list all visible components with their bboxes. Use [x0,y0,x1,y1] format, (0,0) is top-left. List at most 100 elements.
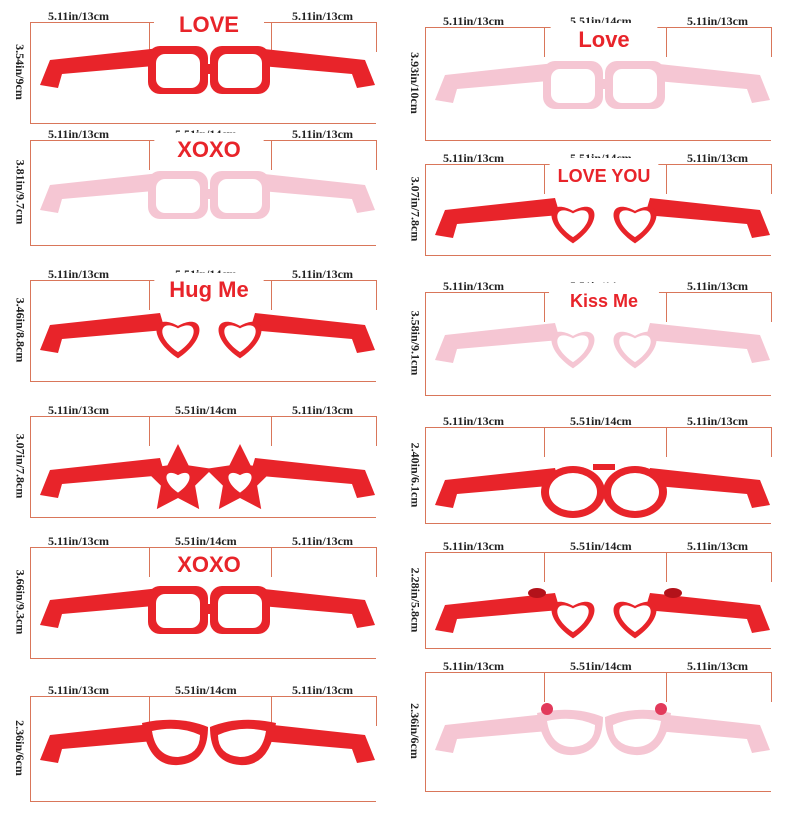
section-divider [771,427,772,457]
right-heart-lens [228,472,252,493]
left-temple-arm [40,588,165,628]
section-divider [666,27,667,57]
width-dimension-label: 5.11in/13cm [687,14,749,28]
right-flower-icon [655,703,667,715]
dimension-frame [30,547,377,659]
glasses-illustration: Love [435,23,770,109]
section-divider [771,27,772,57]
topper-plate [549,23,659,57]
left-temple-arm [40,313,165,353]
section-divider [271,140,272,170]
left-temple-arm [435,593,560,633]
section-divider [544,672,545,702]
left-heart-lens [557,210,589,238]
width-dimension-label: 5.51in/14cm [175,403,237,417]
dimension-frame [30,416,377,518]
topper-text: LOVE YOU [558,166,651,186]
dimension-frame [425,552,772,649]
left-temple-arm [40,723,165,763]
left-lens [156,594,200,628]
left-lens [156,179,200,213]
section-divider [376,280,377,310]
section-divider [149,280,150,310]
section-divider [376,140,377,170]
section-divider [376,22,377,52]
left-temple-arm [435,323,560,363]
width-dimension-label: 5.11in/13cm [292,534,354,548]
width-dimension-label: 5.11in/13cm [443,414,505,428]
left-heart-lens [162,325,194,353]
right-lens [613,718,661,747]
glasses-illustration [40,719,375,766]
section-divider [149,140,150,170]
width-dimension-label: 5.11in/13cm [48,683,110,697]
width-dimension-label: 5.11in/13cm [292,9,354,23]
left-temple-arm [40,48,165,88]
right-temple-arm [250,48,375,88]
left-heart-lens [557,335,589,363]
right-heart-lens [224,325,256,353]
width-dimension-label: 5.11in/13cm [292,683,354,697]
section-divider [149,22,150,52]
section-divider [666,427,667,457]
width-dimension-label: 5.11in/13cm [292,127,354,141]
left-temple-arm [40,458,165,498]
left-lens [551,69,595,103]
section-divider [544,27,545,57]
width-dimension-label: 5.11in/13cm [687,539,749,553]
section-divider [771,164,772,194]
right-heart-lens [619,335,651,363]
right-lens [613,69,657,103]
left-temple-arm [435,468,560,508]
left-lens [547,718,595,747]
section-divider [544,164,545,194]
section-divider [544,427,545,457]
width-dimension-label: 5.11in/13cm [48,403,110,417]
section-divider [271,696,272,726]
left-temple-arm [40,173,165,213]
topper-text: Kiss Me [570,291,638,311]
section-divider [376,696,377,726]
left-lens [549,473,597,511]
right-temple-arm [645,198,770,238]
left-lens [152,728,200,757]
nose-bridge [206,64,212,74]
section-divider [666,292,667,322]
section-divider [376,547,377,577]
glasses-illustration [435,464,770,518]
left-temple-arm [435,713,560,753]
left-temple-arm [435,198,560,238]
nose-bridge [601,79,607,89]
right-lips-icon [664,588,682,598]
width-dimension-label: 5.11in/13cm [443,14,505,28]
right-lens [611,473,659,511]
glasses-illustration: LOVE YOU [435,158,770,244]
topper-text: XOXO [177,137,241,162]
topper-plate [154,273,264,307]
width-dimension-label: 5.11in/13cm [687,151,749,165]
right-lens [218,54,262,88]
width-dimension-label: 5.11in/13cm [48,267,110,281]
section-divider [271,22,272,52]
width-dimension-label: 5.51in/14cm [175,534,237,548]
right-temple-arm [645,713,770,753]
left-heart-lens [166,472,190,493]
topper-plate [154,548,264,582]
left-heart-lens [557,605,589,633]
right-lens [218,179,262,213]
left-lips-icon [528,588,546,598]
right-temple-arm [250,458,375,498]
glasses-illustration: XOXO [40,133,375,219]
nose-bridge [206,604,212,614]
right-temple-arm [645,593,770,633]
width-dimension-label: 5.11in/13cm [443,539,505,553]
topper-plate [154,8,264,42]
section-divider [666,672,667,702]
glasses-illustration: Kiss Me [435,283,770,369]
width-dimension-label: 5.11in/13cm [443,279,505,293]
section-divider [149,547,150,577]
width-dimension-label: 5.11in/13cm [443,151,505,165]
glasses-illustration: Hug Me [40,273,375,359]
section-divider [666,164,667,194]
glasses-illustration: XOXO [40,548,375,634]
